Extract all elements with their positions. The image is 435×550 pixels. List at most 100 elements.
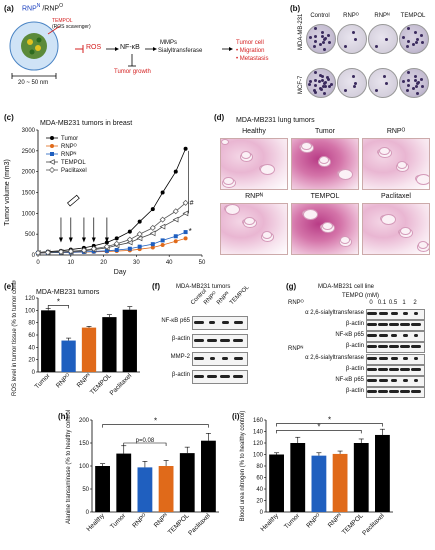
- colony-dish: [399, 24, 429, 54]
- colony-dish: [368, 24, 398, 54]
- pathway-arrows: [75, 45, 233, 67]
- alveolus: [260, 164, 275, 176]
- colony-dot: [405, 88, 409, 92]
- blot-band: [367, 345, 377, 348]
- significance-hash: #: [190, 200, 194, 207]
- tempo-conc: 2: [413, 300, 417, 306]
- blot-band: [411, 323, 421, 326]
- colony-dot: [323, 85, 327, 89]
- colony-dot: [419, 33, 423, 37]
- colony-dot: [402, 80, 406, 84]
- data-point: [149, 230, 156, 237]
- colony-dot: [407, 71, 411, 75]
- alveolus: [379, 147, 390, 156]
- blot-row-label: β-actin: [345, 343, 364, 349]
- panel-label-e: (e): [4, 282, 14, 291]
- row-label-mcf7: MCF-7: [298, 75, 304, 94]
- colony-dot: [374, 88, 378, 92]
- tempo-conc: 0.5: [388, 300, 398, 306]
- colony-dot: [343, 88, 347, 92]
- blot-band: [367, 390, 377, 393]
- blot-band: [378, 368, 388, 371]
- histology-label: Healthy: [242, 128, 266, 135]
- tempo-conc: 0: [369, 300, 373, 306]
- colony-dot: [313, 91, 317, 95]
- panel-label-b: (b): [290, 4, 301, 13]
- y-tick-label: 100: [79, 464, 90, 470]
- significance-bracket: [102, 424, 209, 428]
- blot-row-label: α 2,6-sialyltransferase: [305, 355, 364, 361]
- blot-row-label: MMP-2: [170, 354, 190, 360]
- bar: [179, 453, 195, 512]
- significance-label: *: [328, 415, 331, 424]
- data-point: [80, 247, 87, 254]
- bar: [122, 309, 137, 372]
- blot-row-label: α 2,6-sialyltransferase: [305, 310, 364, 316]
- colony-dot: [314, 40, 318, 44]
- blot-band: [414, 379, 418, 382]
- category-label: RNPᴼ: [305, 512, 322, 529]
- colony-dot: [322, 41, 326, 45]
- alveolus: [340, 236, 350, 244]
- colony-dish: [399, 68, 429, 98]
- blot-band: [389, 390, 399, 393]
- blot-strip: [192, 316, 248, 330]
- blot-row-label: β-actin: [345, 321, 364, 327]
- category-label: RNPᴼ: [55, 372, 72, 389]
- alveolus: [397, 161, 407, 169]
- data-point: [48, 159, 55, 165]
- legend-entry: Tumor: [61, 136, 78, 142]
- significance-bracket: [276, 430, 362, 434]
- colony-dot: [329, 83, 333, 87]
- data-point: [172, 208, 179, 215]
- data-point: [160, 190, 165, 195]
- blot-row-label: β-actin: [345, 388, 364, 394]
- x-axis-label: Day: [114, 269, 127, 276]
- y-tick-label: 0: [32, 370, 36, 376]
- x-tick-label: 10: [67, 260, 74, 266]
- data-point: [126, 236, 133, 243]
- mmps-label: MMPs: [160, 40, 177, 46]
- category-label: Paclitaxel: [187, 512, 212, 537]
- colony-dot: [351, 75, 355, 79]
- colony-col-label: Control: [310, 13, 330, 19]
- blot-row-label: NF-κB p65: [335, 377, 364, 383]
- tumor-growth-label: Tumor growth: [114, 69, 151, 75]
- colony-dot: [411, 86, 415, 90]
- blot-band: [367, 368, 377, 371]
- data-point: [127, 246, 132, 251]
- data-point: [149, 224, 156, 231]
- panel-label-a: (a): [4, 4, 14, 13]
- alveolus: [223, 177, 234, 186]
- y-tick-label: 0: [86, 510, 90, 516]
- blot-band: [233, 339, 243, 342]
- chart-title: MDA-MB231 tumors in breast: [40, 120, 132, 127]
- colony-dot: [320, 75, 324, 79]
- blot-band: [390, 312, 398, 315]
- blot-band: [221, 321, 229, 324]
- colony-dot: [313, 78, 317, 82]
- bar: [375, 434, 390, 512]
- data-point: [136, 235, 143, 242]
- y-tick-label: 150: [79, 441, 90, 447]
- colony-dot: [326, 77, 330, 81]
- colony-dot: [416, 81, 420, 85]
- blot-band: [390, 357, 398, 360]
- blot-band: [220, 375, 230, 378]
- data-point: [182, 199, 189, 206]
- colony-dot: [318, 79, 322, 83]
- data-point: [159, 223, 166, 230]
- blot-band: [367, 323, 377, 326]
- colony-dish: [337, 24, 367, 54]
- y-tick-label: 1000: [22, 211, 36, 217]
- panel-label-h: (h): [58, 412, 69, 421]
- colony-dot: [405, 44, 409, 48]
- significance-label: p=0.08: [136, 438, 155, 444]
- nfkb-label: NF-κB: [120, 44, 140, 51]
- y-axis-label: Blood urea nitrogen (% to healthy contro…: [240, 411, 246, 522]
- alveolus: [418, 241, 428, 249]
- histology-label: Tumor: [315, 128, 335, 135]
- colony-dot: [415, 85, 419, 89]
- data-point: [137, 244, 142, 249]
